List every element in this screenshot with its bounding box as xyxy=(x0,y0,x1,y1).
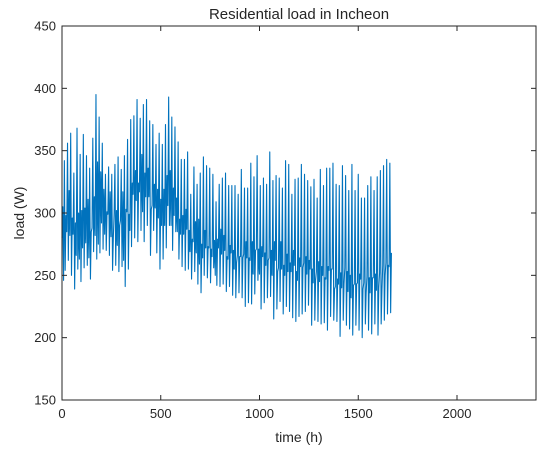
chart-title: Residential load in Incheon xyxy=(209,6,389,23)
y-tick-label: 150 xyxy=(34,393,56,408)
x-tick-label: 1000 xyxy=(245,406,274,421)
series-line-0 xyxy=(61,94,392,339)
y-tick-label: 350 xyxy=(34,143,56,158)
y-tick-label: 200 xyxy=(34,330,56,345)
x-tick-label: 0 xyxy=(58,406,65,421)
ticks-layer: 0 500 1000 1500 2000 150 200 250 300 350 400 450 xyxy=(34,19,536,421)
y-tick-label: 450 xyxy=(34,19,56,34)
x-tick-label: 500 xyxy=(150,406,172,421)
y-tick-label: 400 xyxy=(34,81,56,96)
plot-background xyxy=(62,26,536,400)
x-tick-label: 2000 xyxy=(443,406,472,421)
y-tick-label: 300 xyxy=(34,206,56,221)
y-tick-label: 250 xyxy=(34,268,56,283)
x-axis-label: time (h) xyxy=(275,429,322,445)
y-axis-label: load (W) xyxy=(11,187,27,240)
x-tick-label: 1500 xyxy=(344,406,373,421)
series-layer xyxy=(61,94,392,339)
